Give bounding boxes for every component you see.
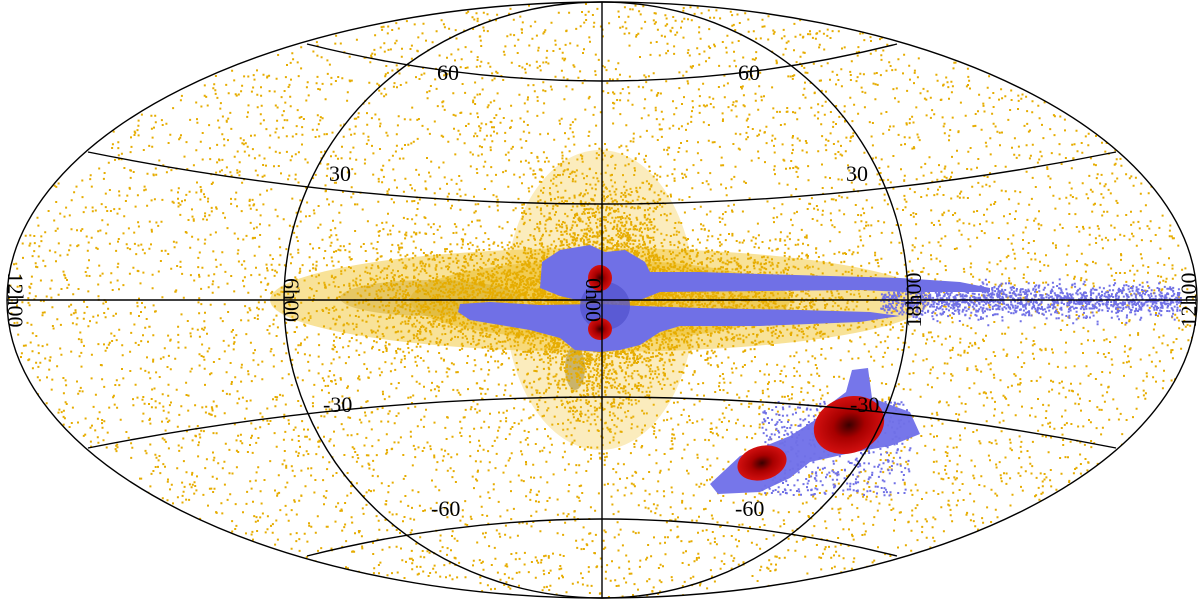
parallel-north-60 bbox=[306, 43, 898, 82]
label-lon-18h: 18h00 bbox=[901, 273, 926, 328]
label-lat-60-right: 60 bbox=[738, 60, 760, 85]
blue-region-lower bbox=[458, 302, 900, 352]
parallel-south-60 bbox=[306, 518, 898, 557]
label-lat-60-left: 60 bbox=[437, 60, 459, 85]
label-lat-minus60-right: -60 bbox=[735, 496, 764, 521]
coordinate-grid bbox=[6, 1, 1198, 599]
label-lon-0h: 0h00 bbox=[581, 278, 606, 322]
label-lat-minus30-left: -30 bbox=[323, 392, 352, 417]
blue-region-upper bbox=[540, 245, 990, 302]
meridian-6h bbox=[283, 1, 603, 599]
meridian-18h bbox=[601, 1, 909, 599]
label-lon-12h-left: 12h00 bbox=[3, 273, 28, 328]
label-lon-6h: 6h00 bbox=[279, 278, 304, 322]
grid-labels: 60 60 30 30 -30 -30 -60 -60 12h00 6h00 0… bbox=[3, 60, 1200, 521]
peak-north-center bbox=[588, 265, 612, 291]
label-lat-minus30-right: -30 bbox=[850, 392, 879, 417]
parallel-north-30 bbox=[87, 151, 1117, 205]
peak-small-cloud bbox=[737, 445, 787, 481]
label-lat-30-left: 30 bbox=[329, 161, 351, 186]
label-lon-12h-right: 12h00 bbox=[1176, 273, 1200, 328]
selected-sources-scatter bbox=[760, 278, 1182, 497]
parallel-south-30 bbox=[87, 396, 1117, 449]
label-lat-30-right: 30 bbox=[846, 161, 868, 186]
peak-south-center bbox=[588, 318, 612, 340]
label-lat-minus60-left: -60 bbox=[431, 496, 460, 521]
